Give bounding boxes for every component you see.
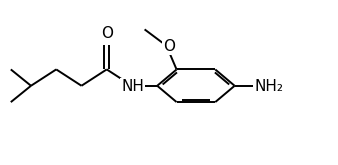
Text: NH: NH — [122, 79, 144, 94]
Text: NH₂: NH₂ — [255, 79, 284, 94]
Text: O: O — [101, 26, 113, 41]
Text: O: O — [163, 39, 175, 54]
